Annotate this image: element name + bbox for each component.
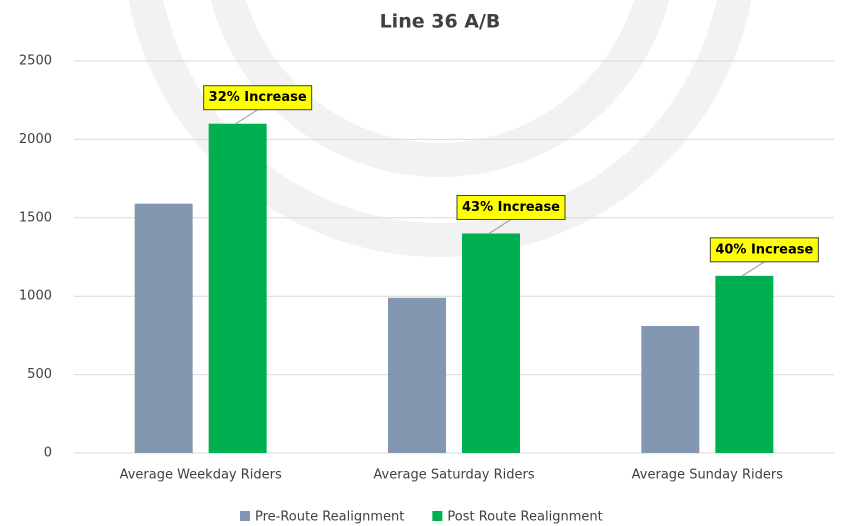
y-tick-label: 2500 [19, 54, 52, 69]
bar [388, 297, 446, 453]
annotation: 40% Increase [715, 242, 813, 257]
annotation: 43% Increase [462, 200, 560, 215]
x-tick-label: Average Saturday Riders [373, 468, 534, 483]
bar [641, 325, 700, 453]
legend-swatch [240, 511, 250, 521]
legend-swatch [432, 511, 443, 521]
bar [715, 275, 774, 453]
leader-line [742, 261, 765, 277]
bar [208, 123, 267, 453]
leader-line [488, 218, 512, 234]
watermark [128, 0, 752, 257]
chart-title: Line 36 A/B [380, 11, 501, 33]
legend-label: Post Route Realignment [447, 510, 602, 525]
legend-label: Pre-Route Realignment [255, 510, 404, 525]
bar [462, 233, 520, 453]
y-tick-label: 1500 [19, 210, 52, 225]
y-tick-label: 1000 [19, 289, 52, 304]
annotation-box [203, 85, 313, 111]
annotation-box [456, 194, 566, 220]
annotation-box [709, 237, 819, 263]
y-tick-label: 0 [44, 446, 52, 461]
x-tick-label: Average Weekday Riders [120, 468, 282, 483]
leader-line [235, 109, 258, 125]
bar [134, 203, 193, 453]
y-tick-label: 500 [27, 367, 52, 382]
x-tick-label: Average Sunday Riders [632, 468, 784, 483]
y-tick-label: 2000 [19, 132, 52, 147]
annotation: 32% Increase [209, 90, 307, 105]
